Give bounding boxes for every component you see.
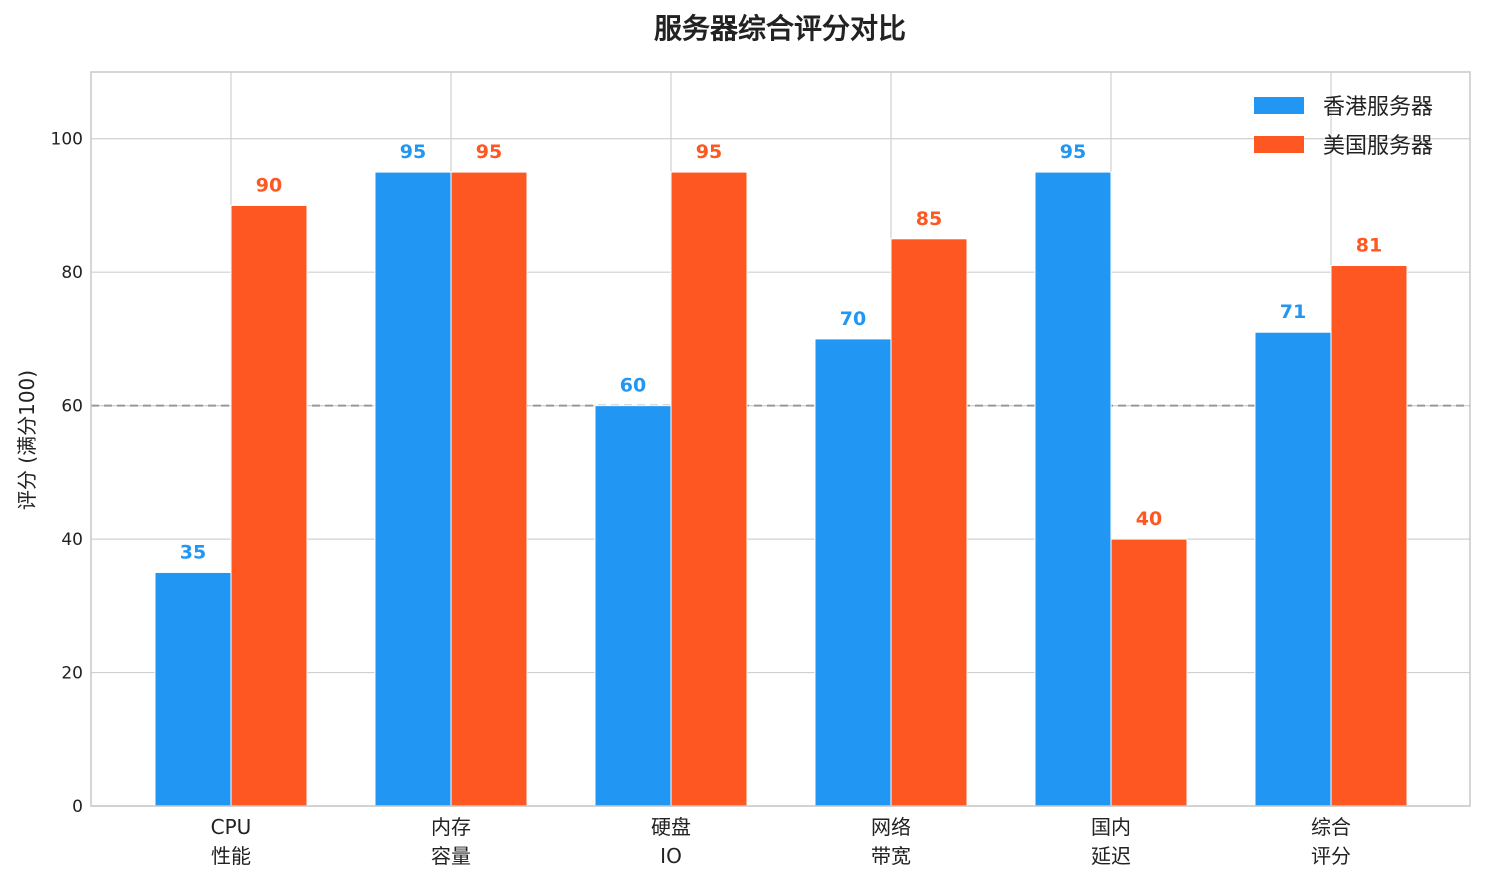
data-label: 81 [1356, 235, 1382, 257]
data-label: 35 [180, 541, 206, 563]
y-tick-label: 20 [61, 664, 83, 684]
bar-hk [594, 405, 672, 807]
bar-us [230, 204, 308, 807]
bar-us [890, 238, 968, 807]
x-tick-label: CPU 性能 [211, 815, 252, 868]
data-label: 70 [840, 308, 866, 330]
bars [154, 171, 1408, 807]
plot-frame [90, 71, 1471, 807]
data-label: 90 [256, 174, 282, 196]
bar-hk [1254, 331, 1332, 807]
data-label: 95 [1060, 141, 1086, 163]
bar-hk [814, 338, 892, 807]
data-labels: 35 95 60 70 95 71 90 95 95 85 40 81 [180, 141, 1382, 563]
legend-swatch [1254, 97, 1304, 114]
legend-label: 香港服务器 [1323, 95, 1433, 120]
x-tick-label: 国内延迟 [1091, 815, 1131, 868]
y-tick-label: 80 [61, 263, 83, 283]
data-label: 95 [400, 141, 426, 163]
y-tick-label: 0 [72, 797, 83, 817]
bar-us [1330, 265, 1408, 807]
bar-us [1110, 538, 1188, 807]
data-label: 40 [1136, 508, 1162, 530]
bar-us [450, 171, 528, 807]
x-tick-label: 网络带宽 [871, 815, 911, 868]
bar-hk [1034, 171, 1112, 807]
data-label: 60 [620, 375, 646, 397]
y-tick-label: 40 [61, 530, 83, 550]
axes: 0 20 40 60 80 100 CPU 性能 内存容量 硬盘 IO 网络带宽 国内延迟 综合评分 [51, 71, 1471, 868]
bar-us [670, 171, 748, 807]
bar-hk [374, 171, 452, 807]
data-label: 95 [476, 141, 502, 163]
x-tick-label: 内存容量 [431, 815, 471, 868]
y-tick-label: 60 [61, 397, 83, 417]
data-label: 95 [696, 141, 722, 163]
x-tick-label: 硬盘 IO [651, 815, 691, 868]
y-tick-label: 100 [51, 130, 83, 150]
legend-swatch [1254, 136, 1304, 153]
data-label: 71 [1280, 301, 1306, 323]
chart-title: 服务器综合评分对比 [654, 12, 906, 45]
x-tick-label: 综合评分 [1311, 815, 1351, 868]
bar-hk [154, 571, 232, 807]
y-axis-label: 评分 (满分100) [15, 370, 39, 510]
data-label: 85 [916, 208, 942, 230]
legend-label: 美国服务器 [1323, 134, 1433, 159]
